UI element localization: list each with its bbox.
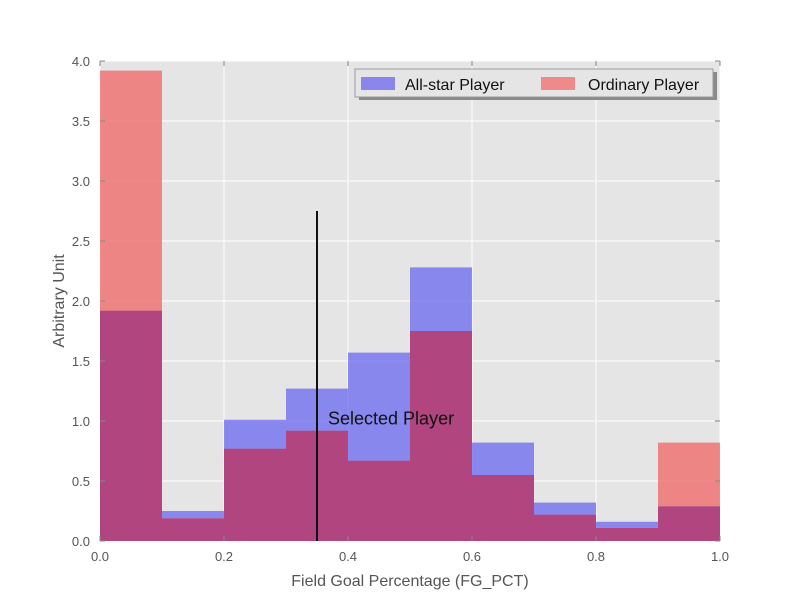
bar-ordinary-bin-0 bbox=[100, 70, 162, 311]
y-tick-label: 1.0 bbox=[72, 414, 90, 429]
bar-all-star-bin-5 bbox=[410, 267, 472, 331]
legend-swatch-all-star bbox=[361, 77, 395, 90]
x-tick-label: 0.6 bbox=[463, 549, 481, 564]
y-tick-label: 3.0 bbox=[72, 174, 90, 189]
legend-label-all-star: All-star Player bbox=[405, 77, 505, 94]
y-tick-label: 0.5 bbox=[72, 474, 90, 489]
bar-all-star-bin-6 bbox=[472, 442, 534, 475]
bar-all-star-bin-8 bbox=[596, 521, 658, 528]
bar-all-star-bin-4 bbox=[348, 352, 410, 461]
y-tick-label: 1.5 bbox=[72, 354, 90, 369]
bar-all-star-bin-2 bbox=[224, 419, 286, 449]
bar-ordinary-bin-9 bbox=[658, 442, 720, 507]
bar-overlap-bin-8 bbox=[596, 527, 658, 541]
legend-label-ordinary: Ordinary Player bbox=[588, 77, 700, 94]
selected-player-label: Selected Player bbox=[328, 409, 454, 429]
bar-overlap-bin-2 bbox=[224, 448, 286, 541]
axis-ticks: 0.0 0.2 0.4 0.6 0.8 1.0 0.0 0.5 1.0 1.5 2.0 2.5 3.0 3… bbox=[72, 54, 729, 564]
histogram-bars bbox=[100, 70, 720, 541]
bar-overlap-bin-5 bbox=[410, 331, 472, 541]
y-tick-label: 2.5 bbox=[72, 234, 90, 249]
x-axis-label: Field Goal Percentage (FG_PCT) bbox=[291, 573, 528, 590]
y-tick-label: 2.0 bbox=[72, 294, 90, 309]
bar-overlap-bin-0 bbox=[100, 310, 162, 541]
bar-overlap-bin-4 bbox=[348, 460, 410, 541]
y-tick-label: 0.0 bbox=[72, 534, 90, 549]
y-tick-label: 4.0 bbox=[72, 54, 90, 69]
legend-swatch-ordinary bbox=[541, 77, 575, 90]
bar-all-star-bin-7 bbox=[534, 502, 596, 515]
bar-all-star-bin-1 bbox=[162, 511, 224, 519]
y-tick-label: 3.5 bbox=[72, 114, 90, 129]
x-tick-label: 0.8 bbox=[587, 549, 605, 564]
x-tick-label: 0.2 bbox=[215, 549, 233, 564]
x-tick-label: 0.0 bbox=[91, 549, 109, 564]
bar-overlap-bin-1 bbox=[162, 518, 224, 541]
x-tick-label: 0.4 bbox=[339, 549, 357, 564]
bar-overlap-bin-7 bbox=[534, 514, 596, 541]
bar-overlap-bin-6 bbox=[472, 475, 534, 541]
x-tick-label: 1.0 bbox=[711, 549, 729, 564]
legend: All-star Player Ordinary Player bbox=[354, 68, 717, 100]
legend-box bbox=[354, 68, 714, 98]
bar-overlap-bin-9 bbox=[658, 506, 720, 541]
y-axis-label: Arbitrary Unit bbox=[51, 254, 68, 348]
